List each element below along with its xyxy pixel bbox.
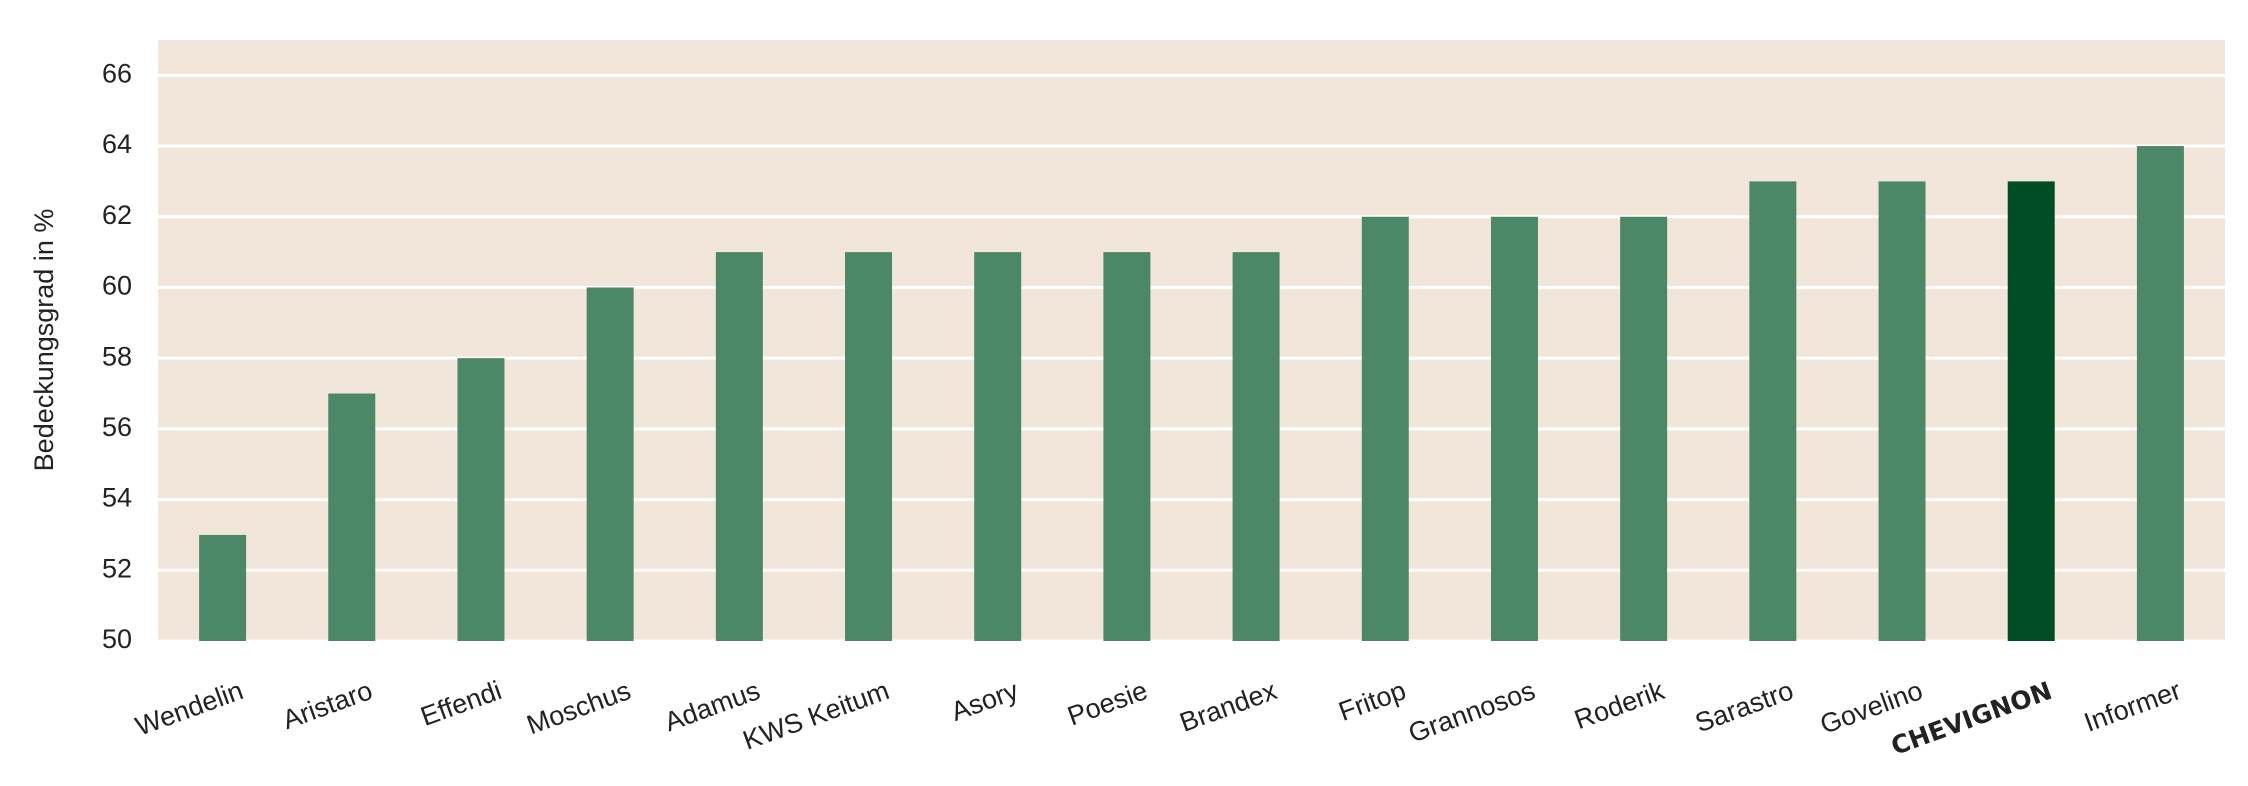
bar [1232,252,1280,641]
bar [1490,216,1538,641]
y-tick-label: 50 [102,624,132,654]
y-tick-label: 62 [102,200,132,230]
x-tick-label: Poesie [1064,675,1152,731]
x-tick-label: Roderik [1570,675,1668,735]
y-tick-label: 56 [102,412,132,442]
bar [1361,216,1409,641]
y-tick-label: 66 [102,58,132,88]
y-tick-label: 60 [102,271,132,301]
bar [457,358,505,641]
x-tick-label: Aristaro [279,675,377,735]
bar [328,393,376,641]
bar [1749,181,1797,642]
bar [586,287,634,641]
y-tick-label: 54 [102,483,132,513]
x-tick-label: KWS Keitum [739,675,893,756]
y-tick-label: 64 [102,129,132,159]
bar [2136,146,2184,641]
bar [845,252,893,641]
bar [1620,216,1668,641]
x-tick-label: Asory [947,675,1023,727]
y-tick-label: 58 [102,341,132,371]
x-tick-label: Sarastro [1691,675,1797,738]
x-tick-label: Informer [2080,675,2185,738]
x-tick-label: Grannosos [1405,675,1539,748]
x-tick-label: Effendi [417,675,506,732]
bar [1878,181,1926,642]
bar [1103,252,1151,641]
x-tick-label: Moschus [523,675,635,740]
x-tick-label: Fritop [1335,675,1410,727]
y-tick-label: 52 [102,553,132,583]
bar [2007,181,2055,642]
x-tick-label: Brandex [1176,675,1281,738]
y-axis-label: Bedeckungsgrad in % [29,209,59,472]
bar [715,252,763,641]
bar [199,534,247,641]
x-tick-label: Wendelin [132,675,248,742]
bar [974,252,1022,641]
